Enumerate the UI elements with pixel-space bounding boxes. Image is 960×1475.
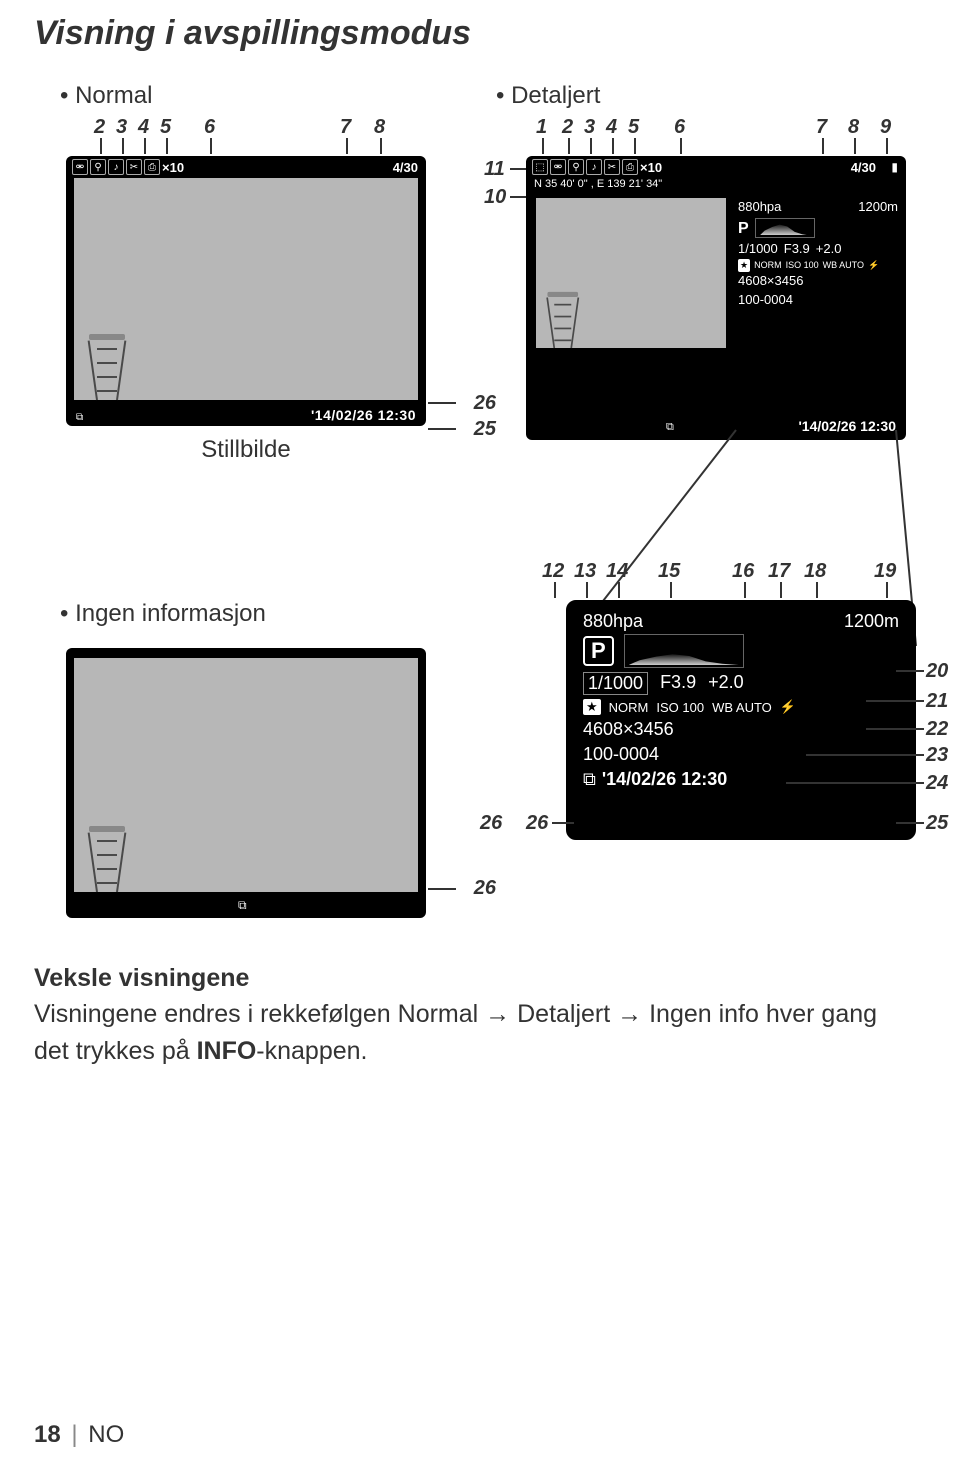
z23: 23: [926, 744, 948, 767]
z-date: '14/02/26 12:30: [602, 769, 727, 790]
z26a: 26: [480, 812, 502, 835]
normal-icons: ⚮ ⚲ ♪ ✂ ⎙ ×10: [72, 159, 184, 175]
z13: 13: [574, 560, 596, 583]
iso: ISO 100: [786, 259, 819, 272]
z12: 12: [542, 560, 564, 583]
z24: 24: [926, 772, 948, 795]
z-ev: +2.0: [708, 672, 744, 695]
n5: 5: [160, 116, 171, 139]
card-icon: ⬚: [532, 159, 548, 175]
z21: 21: [926, 690, 948, 713]
detail-counter: 4/30: [851, 160, 876, 175]
wifi-icon: ⚮: [72, 159, 88, 175]
footer-lang: NO: [88, 1421, 124, 1448]
n8: 8: [374, 116, 385, 139]
d3: 3: [584, 116, 595, 139]
detail-icons: ⬚ ⚮ ⚲ ♪ ✂ ⎙ ×10: [532, 159, 662, 175]
x10-label: ×10: [162, 160, 184, 175]
mode-p: P: [738, 217, 749, 240]
frame-counter: 4/30: [393, 160, 418, 175]
z16: 16: [732, 560, 754, 583]
n4: 4: [138, 116, 149, 139]
page-title: Visning i avspillingsmodus: [0, 0, 960, 53]
z14: 14: [606, 560, 628, 583]
z-wb: WB AUTO: [712, 700, 772, 715]
z-histogram: [624, 634, 744, 668]
wifi-icon: ⚮: [550, 159, 566, 175]
d7: 7: [816, 116, 827, 139]
histogram: [755, 218, 815, 238]
d6: 6: [674, 116, 685, 139]
callout-11: 11: [484, 158, 505, 181]
n2: 2: [94, 116, 105, 139]
dims: 4608×3456: [738, 272, 898, 291]
z-dims: 4608×3456: [577, 717, 905, 742]
normal-date: '14/02/26 12:30: [311, 407, 416, 423]
norm: NORM: [754, 259, 782, 272]
z20: 20: [926, 660, 948, 683]
z-altitude: 1200m: [844, 611, 899, 632]
z26b: 26: [526, 812, 548, 835]
noinfo-26: 26: [474, 877, 496, 900]
z-pressure: 880hpa: [583, 611, 643, 632]
z-norm: NORM: [609, 700, 649, 715]
gps-icon: ⚲: [568, 159, 584, 175]
music-icon: ♪: [108, 159, 124, 175]
normal-label: • Normal: [30, 82, 460, 110]
print-icon: ⎙: [622, 159, 638, 175]
stack-icon: ⧉: [76, 412, 83, 423]
n6: 6: [204, 116, 215, 139]
d2: 2: [562, 116, 573, 139]
veksle-body-pre: Visningene endres i rekkefølgen Normal →…: [34, 1000, 877, 1064]
z-fnum: F3.9: [660, 672, 696, 695]
callout-10: 10: [484, 186, 506, 209]
stack-icon: ⧉: [238, 898, 247, 913]
stack-icon: ⧉: [583, 769, 596, 790]
page-number: 18: [34, 1421, 61, 1448]
gps-icon: ⚲: [90, 159, 106, 175]
z19: 19: [874, 560, 896, 583]
wb: WB AUTO: [823, 259, 864, 272]
gps-text: N 35 40' 0" , E 139 21' 34": [534, 178, 662, 190]
pressure: 880hpa: [738, 198, 781, 217]
z-mode: P: [583, 636, 614, 666]
x10-label: ×10: [640, 160, 662, 175]
noinfo-label: • Ingen informasjon: [30, 600, 460, 628]
d8: 8: [848, 116, 859, 139]
music-icon: ♪: [586, 159, 602, 175]
battery-icon: ▮: [891, 160, 898, 174]
fileno: 100-0004: [738, 291, 898, 310]
ev: +2.0: [816, 240, 842, 259]
d5: 5: [628, 116, 639, 139]
z25: 25: [926, 812, 948, 835]
fnum: F3.9: [784, 240, 810, 259]
n7: 7: [340, 116, 351, 139]
veksle-body-post: -knappen.: [256, 1037, 367, 1065]
d4: 4: [606, 116, 617, 139]
altitude: 1200m: [858, 198, 898, 217]
scissors-icon: ✂: [604, 159, 620, 175]
stillbilde-label: Stillbilde: [66, 436, 426, 464]
scissors-icon: ✂: [126, 159, 142, 175]
z18: 18: [804, 560, 826, 583]
z15: 15: [658, 560, 680, 583]
z-iso: ISO 100: [656, 700, 704, 715]
z-shutter: 1/1000: [583, 672, 648, 695]
page-footer: 18 | NO: [34, 1421, 124, 1449]
d9: 9: [880, 116, 891, 139]
print-icon: ⎙: [144, 159, 160, 175]
veksle-heading: Veksle visningene: [34, 964, 249, 992]
veksle-bold: INFO: [197, 1037, 257, 1065]
n3: 3: [116, 116, 127, 139]
z22: 22: [926, 718, 948, 741]
detail-label: • Detaljert: [486, 82, 916, 110]
shutter: 1/1000: [738, 240, 778, 259]
z17: 17: [768, 560, 790, 583]
d1: 1: [536, 116, 547, 139]
